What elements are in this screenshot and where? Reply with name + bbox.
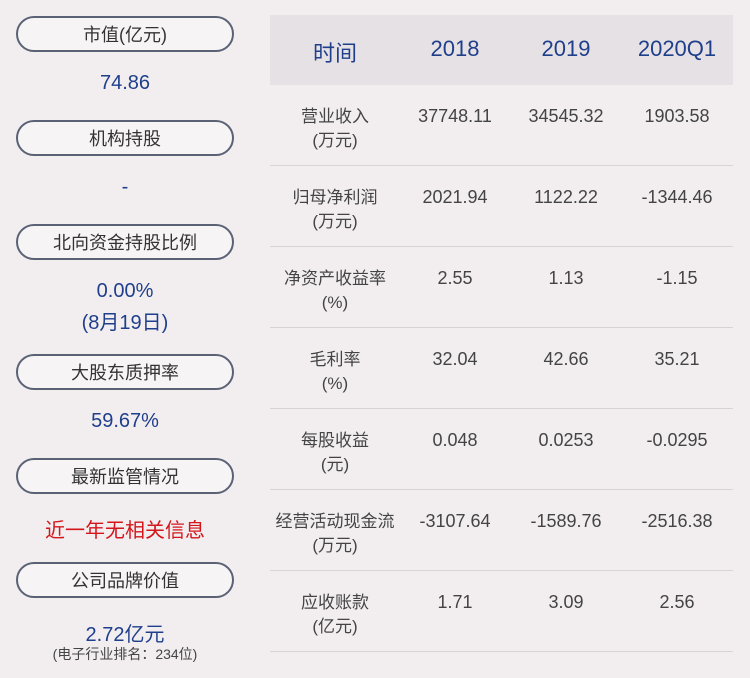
- metric-label: 北向资金持股比例: [16, 224, 234, 260]
- value-cell: 2021.94: [422, 187, 488, 207]
- metric-value: -: [121, 176, 129, 198]
- row-label: 毛利率: [309, 350, 361, 369]
- row-label: 净资产收益率: [284, 269, 386, 288]
- row-label: 经营活动现金流: [275, 512, 395, 531]
- row-label: (%): [321, 293, 349, 312]
- value-cell: 34545.32: [528, 106, 604, 126]
- row-divider: [270, 408, 733, 409]
- value-cell: 37748.11: [418, 106, 492, 126]
- metric-label: 公司品牌价值: [16, 562, 234, 598]
- table-header-bg: [270, 15, 733, 85]
- metric-label: 大股东质押率: [16, 354, 234, 390]
- row-divider: [270, 651, 733, 652]
- value-cell: 35.21: [654, 349, 700, 369]
- metric-value: 59.67%: [91, 410, 159, 432]
- metric-value: 0.00%: [96, 280, 154, 302]
- value-cell: 1.13: [548, 268, 584, 288]
- value-cell: -3107.64: [419, 511, 491, 531]
- value-cell: 1903.58: [644, 106, 710, 126]
- row-label: (万元): [312, 131, 358, 150]
- value-cell: 2.55: [437, 268, 473, 288]
- metric-sub: (电子行业排名：234位): [52, 646, 198, 662]
- metric-value: 2.72亿元: [85, 624, 165, 646]
- row-label: 每股收益: [301, 431, 369, 450]
- row-divider: [270, 246, 733, 247]
- value-cell: -1589.76: [530, 511, 602, 531]
- row-divider: [270, 489, 733, 490]
- row-divider: [270, 165, 733, 166]
- value-cell: -1344.46: [641, 187, 713, 207]
- value-cell: 0.0253: [538, 430, 594, 450]
- value-cell: 32.04: [432, 349, 478, 369]
- value-cell: -2516.38: [641, 511, 713, 531]
- header-cell: 2018: [430, 36, 480, 61]
- metric-value: 74.86: [99, 72, 151, 94]
- value-cell: 3.09: [548, 592, 584, 612]
- value-cell: 2.56: [659, 592, 695, 612]
- row-label: 归母净利润: [292, 188, 378, 207]
- row-divider: [270, 570, 733, 571]
- metric-label: 最新监管情况: [16, 458, 234, 494]
- row-label: 应收账款: [301, 593, 369, 612]
- row-label: (%): [321, 374, 349, 393]
- value-cell: 1.71: [437, 592, 473, 612]
- row-label: (亿元): [312, 617, 358, 636]
- value-cell: 1122.22: [534, 187, 598, 207]
- metric-label: 市值(亿元): [16, 16, 234, 52]
- row-divider: [270, 327, 733, 328]
- row-label: (元): [320, 455, 350, 474]
- header-cell: 2019: [541, 36, 591, 61]
- value-cell: 42.66: [543, 349, 589, 369]
- value-cell: 0.048: [432, 430, 478, 450]
- metric-label: 机构持股: [16, 120, 234, 156]
- header-cell: 2020Q1: [637, 36, 717, 61]
- metric-note: (8月19日): [81, 312, 169, 334]
- alert-text: 近一年无相关信息: [45, 520, 205, 542]
- row-label: (万元): [312, 536, 358, 555]
- header-cell: 时间: [312, 41, 357, 66]
- value-cell: -1.15: [656, 268, 698, 288]
- row-label: 营业收入: [301, 107, 369, 126]
- value-cell: -0.0295: [646, 430, 708, 450]
- row-label: (万元): [312, 212, 358, 231]
